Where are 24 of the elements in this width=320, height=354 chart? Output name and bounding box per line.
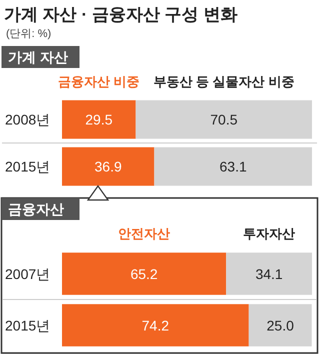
data-label: 29.5	[85, 112, 113, 128]
data-label: 63.1	[220, 158, 247, 174]
bar	[62, 252, 226, 295]
data-label: 65.2	[130, 266, 158, 282]
data-label: 36.9	[94, 158, 122, 174]
chart-title: 금융자산	[8, 201, 64, 217]
y-tick-label: 2015년	[5, 158, 50, 174]
series-label: 부동산 등 실물자산 비중	[153, 74, 294, 89]
series-label: 안전자산	[118, 226, 170, 241]
data-label: 34.1	[255, 266, 283, 282]
y-tick-label: 2007년	[5, 266, 50, 282]
text: (단위: %)	[6, 28, 52, 40]
y-tick-label: 2008년	[5, 112, 50, 128]
y-tick-label: 2015년	[5, 317, 50, 334]
bar	[226, 252, 312, 295]
chart-title: 가계 자산 · 금융자산 구성 변화	[4, 5, 238, 24]
chart-subtitle: 가계 자산	[8, 49, 68, 65]
series-label: 투자자산	[243, 226, 296, 241]
data-label: 25.0	[266, 317, 294, 334]
bar	[62, 304, 249, 346]
bar	[248, 304, 312, 346]
data-label: 74.2	[142, 317, 170, 334]
data-label: 70.5	[210, 112, 238, 128]
series-label: 금융자산 비중	[58, 74, 140, 89]
